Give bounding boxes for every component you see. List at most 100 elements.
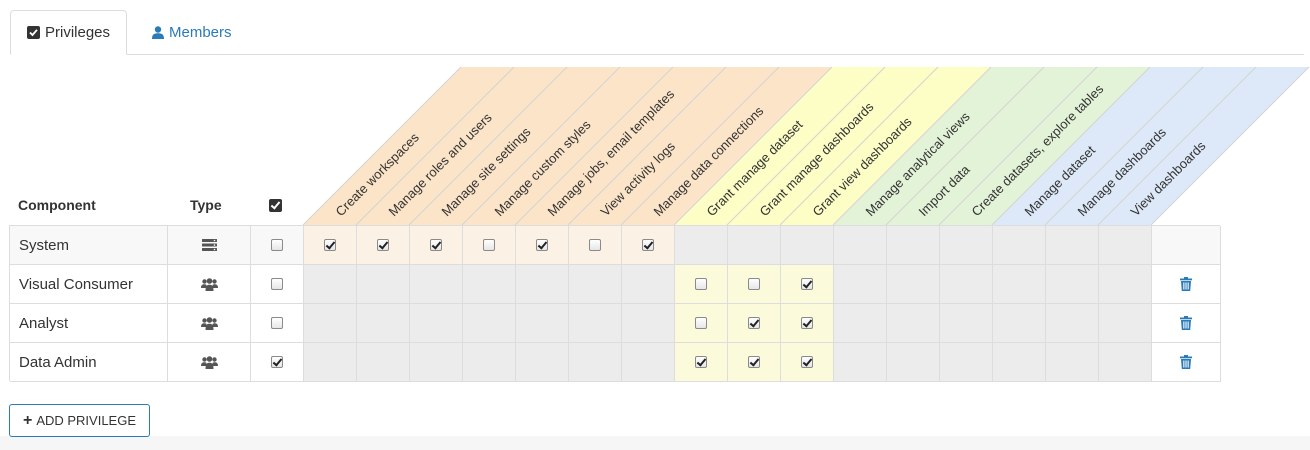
header-divider (1044, 66, 1204, 226)
permission-checkbox[interactable] (801, 356, 813, 368)
header-divider (302, 66, 462, 226)
permission-checkbox[interactable] (801, 278, 813, 290)
permission-cell (357, 343, 410, 382)
row-select-all-checkbox[interactable] (271, 278, 283, 290)
permission-cell (993, 226, 1046, 265)
row-select-cell (251, 265, 304, 304)
permission-checkbox[interactable] (589, 239, 601, 251)
permission-checkbox[interactable] (695, 278, 707, 290)
row-select-all-checkbox[interactable] (271, 239, 283, 251)
trash-icon[interactable] (1180, 277, 1192, 291)
column-header-component: Component (18, 197, 96, 213)
permission-cell (1099, 226, 1152, 265)
permission-cell (834, 343, 887, 382)
permission-cell (940, 304, 993, 343)
permission-cell (834, 265, 887, 304)
row-actions-cell (1152, 304, 1221, 343)
header-divider (408, 66, 568, 226)
permission-cell (887, 304, 940, 343)
trash-icon[interactable] (1180, 316, 1192, 330)
row-select-all-checkbox[interactable] (271, 317, 283, 329)
permission-cell (940, 343, 993, 382)
permission-checkbox[interactable] (483, 239, 495, 251)
user-icon (152, 26, 164, 39)
header-band-7 (621, 67, 832, 225)
permission-cell (304, 265, 357, 304)
permission-cell (834, 226, 887, 265)
permission-checkbox[interactable] (536, 239, 548, 251)
permission-cell (463, 226, 516, 265)
permission-cell (357, 265, 410, 304)
permission-cell (993, 343, 1046, 382)
permission-cell (940, 265, 993, 304)
row-select-cell (251, 343, 304, 382)
permission-checkbox[interactable] (430, 239, 442, 251)
users-icon (200, 316, 218, 330)
permission-cell (622, 226, 675, 265)
header-band-6 (568, 67, 779, 225)
component-name: Data Admin (10, 343, 168, 382)
permission-cell (728, 265, 781, 304)
permission-cell (675, 343, 728, 382)
permission-checkbox[interactable] (695, 317, 707, 329)
trash-icon[interactable] (1180, 355, 1192, 369)
permission-cell (410, 304, 463, 343)
row-select-all-checkbox[interactable] (271, 356, 283, 368)
tab-members-label: Members (169, 24, 232, 41)
permission-cell (463, 343, 516, 382)
permission-cell (940, 226, 993, 265)
component-name: Visual Consumer (10, 265, 168, 304)
header-band-1 (303, 67, 514, 225)
permission-cell (781, 226, 834, 265)
select-all-header-checkbox[interactable] (269, 199, 282, 217)
permission-checkbox[interactable] (748, 356, 760, 368)
table-row: Data Admin (10, 343, 1221, 382)
permission-cell (1099, 304, 1152, 343)
component-name: Analyst (10, 304, 168, 343)
row-actions-cell (1152, 265, 1221, 304)
users-icon (200, 355, 218, 369)
header-divider (938, 66, 1098, 226)
permission-checkbox[interactable] (748, 317, 760, 329)
table-row: Visual Consumer (10, 265, 1221, 304)
permission-cell (569, 226, 622, 265)
tab-members[interactable]: Members (136, 10, 248, 55)
permission-checkbox[interactable] (801, 317, 813, 329)
tab-bar: Privileges Members (10, 10, 1304, 55)
header-band-2 (356, 67, 567, 225)
row-select-cell (251, 304, 304, 343)
header-divider (991, 66, 1151, 226)
permission-cell (887, 226, 940, 265)
row-actions-cell (1152, 226, 1221, 265)
permission-cell (1046, 265, 1099, 304)
header-band-12 (886, 67, 1097, 225)
permission-cell (728, 343, 781, 382)
permission-cell (675, 304, 728, 343)
header-band-11 (833, 67, 1044, 225)
header-divider (832, 66, 992, 226)
header-divider (673, 66, 833, 226)
tab-privileges[interactable]: Privileges (10, 10, 127, 55)
permission-cell (622, 304, 675, 343)
table-row: Analyst (10, 304, 1221, 343)
header-band-10 (780, 67, 991, 225)
row-select-cell (251, 226, 304, 265)
permission-cell (304, 343, 357, 382)
header-band-4 (462, 67, 673, 225)
permission-checkbox[interactable] (748, 278, 760, 290)
permission-cell (569, 304, 622, 343)
permission-cell (569, 265, 622, 304)
permission-checkbox[interactable] (695, 356, 707, 368)
permission-checkbox[interactable] (642, 239, 654, 251)
permission-cell (781, 343, 834, 382)
header-band-13 (939, 67, 1150, 225)
permission-cell (304, 226, 357, 265)
header-band-16 (1098, 67, 1309, 225)
add-privilege-button[interactable]: + ADD PRIVILEGE (9, 404, 150, 437)
header-divider (461, 66, 621, 226)
component-type-cell (168, 343, 251, 382)
permission-checkbox[interactable] (377, 239, 389, 251)
header-divider (514, 66, 674, 226)
permission-checkbox[interactable] (324, 239, 336, 251)
permission-cell (887, 343, 940, 382)
